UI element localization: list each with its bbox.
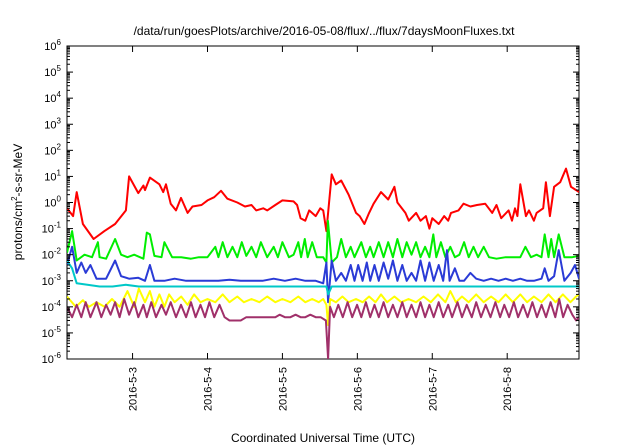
x-tick-label: 2016-5-3 bbox=[128, 367, 140, 411]
y-tick-label-exp: 6 bbox=[57, 38, 62, 47]
y-tick-label: 10-2 bbox=[42, 247, 62, 262]
series-layer bbox=[67, 167, 579, 359]
y-tick-label-exp: 4 bbox=[57, 90, 62, 99]
y-tick-label-base: 10 bbox=[44, 198, 56, 210]
y-tick-label: 105 bbox=[44, 64, 61, 79]
x-axis-ticks: 2016-5-3 2016-5-4 2016-5-5 2016-5-6 2016-5-7… bbox=[128, 46, 514, 411]
series-line-2 bbox=[67, 219, 579, 264]
y-tick-label-base: 10 bbox=[44, 93, 56, 105]
y-tick-label: 101 bbox=[44, 168, 61, 183]
y-tick-label: 100 bbox=[44, 195, 61, 210]
y-axis-title: protons/cm2-s-sr-MeV bbox=[10, 144, 25, 260]
y-axis-ticks: 10-610-510-410-310-210-11001011021031041… bbox=[42, 38, 579, 366]
x-tick-label: 2016-5-6 bbox=[352, 367, 364, 411]
y-tick-label-base: 10 bbox=[42, 224, 54, 236]
series-line-5 bbox=[67, 287, 579, 327]
y-tick-label-base: 10 bbox=[44, 41, 56, 53]
y-tick-label: 10-6 bbox=[42, 351, 62, 366]
y-tick-label-exp: -3 bbox=[54, 273, 62, 282]
y-tick-label-base: 10 bbox=[44, 145, 56, 157]
y-tick-label: 10-5 bbox=[42, 325, 62, 340]
y-axis-title-base: protons/cm bbox=[11, 201, 25, 260]
y-tick-label: 10-4 bbox=[42, 299, 62, 314]
y-tick-label-base: 10 bbox=[42, 276, 54, 288]
y-tick-label-exp: 5 bbox=[57, 64, 62, 73]
y-tick-label-base: 10 bbox=[42, 328, 54, 340]
series-line-4 bbox=[67, 259, 579, 296]
chart-title: /data/run/goesPlots/archive/2016-05-08/f… bbox=[134, 24, 516, 38]
y-tick-label-exp: -6 bbox=[54, 351, 62, 360]
y-tick-label-base: 10 bbox=[42, 354, 54, 366]
x-axis-title: Coordinated Universal Time (UTC) bbox=[231, 431, 415, 445]
x-tick-label: 2016-5-7 bbox=[427, 367, 439, 411]
y-tick-label: 106 bbox=[44, 38, 61, 53]
y-tick-label: 10-3 bbox=[42, 273, 62, 288]
y-axis-title-sup: 2 bbox=[10, 196, 19, 201]
y-tick-label-exp: -2 bbox=[54, 247, 62, 256]
y-axis-title-rest: -s-sr-MeV bbox=[11, 144, 25, 197]
plot-area: 10-610-510-410-310-210-11001011021031041… bbox=[42, 38, 580, 411]
y-tick-label-base: 10 bbox=[44, 171, 56, 183]
x-tick-label: 2016-5-4 bbox=[202, 367, 214, 411]
x-tick-label: 2016-5-5 bbox=[277, 367, 289, 411]
series-line-3 bbox=[67, 245, 579, 304]
y-tick-label: 102 bbox=[44, 142, 61, 157]
y-tick-label-base: 10 bbox=[44, 67, 56, 79]
y-tick-label-base: 10 bbox=[44, 119, 56, 131]
y-tick-label-exp: -1 bbox=[54, 221, 62, 230]
y-tick-label-exp: -4 bbox=[54, 299, 62, 308]
y-tick-label-exp: 0 bbox=[57, 195, 62, 204]
y-tick-label: 10-1 bbox=[42, 221, 62, 236]
series-line-1 bbox=[67, 167, 579, 240]
y-tick-label-base: 10 bbox=[42, 250, 54, 262]
y-tick-label-exp: 2 bbox=[57, 142, 62, 151]
y-tick-label: 104 bbox=[44, 90, 61, 105]
series-line-6 bbox=[67, 298, 579, 359]
y-tick-label-exp: -5 bbox=[54, 325, 62, 334]
y-tick-label: 103 bbox=[44, 116, 61, 131]
y-tick-label-exp: 1 bbox=[57, 168, 62, 177]
y-tick-label-base: 10 bbox=[42, 302, 54, 314]
y-tick-label-exp: 3 bbox=[57, 116, 62, 125]
x-tick-label: 2016-5-8 bbox=[502, 367, 514, 411]
